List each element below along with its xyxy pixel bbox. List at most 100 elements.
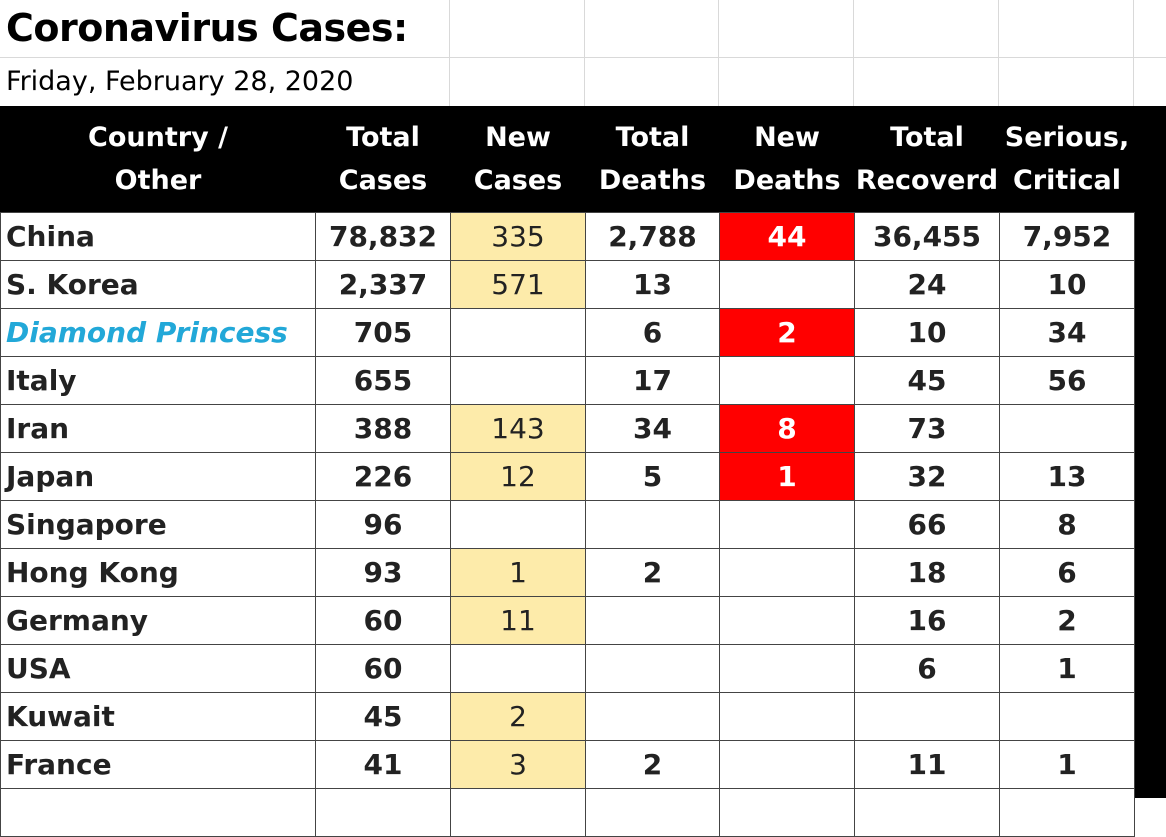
country-cell[interactable]: Germany (0, 596, 316, 645)
serious-critical-cell[interactable]: 34 (999, 308, 1135, 357)
new-cases-cell[interactable]: 1 (450, 548, 586, 597)
new-deaths-cell[interactable] (719, 644, 855, 693)
total-cases-cell[interactable]: 41 (315, 740, 451, 789)
total-recovered-cell[interactable]: 6 (854, 644, 1000, 693)
total-recovered-cell[interactable]: 45 (854, 356, 1000, 405)
total-deaths-cell[interactable]: 13 (585, 260, 720, 309)
new-cases-cell[interactable] (450, 356, 586, 405)
serious-critical-cell[interactable] (999, 788, 1135, 837)
new-deaths-cell[interactable] (719, 356, 855, 405)
new-cases-cell[interactable]: 12 (450, 452, 586, 501)
country-cell[interactable]: S. Korea (0, 260, 316, 309)
total-cases-cell[interactable]: 60 (315, 596, 451, 645)
new-deaths-cell[interactable] (719, 740, 855, 789)
header-new-deaths[interactable]: New Deaths (719, 106, 855, 213)
new-deaths-cell[interactable]: 1 (719, 452, 855, 501)
new-cases-cell[interactable] (450, 644, 586, 693)
serious-critical-cell[interactable]: 7,952 (999, 212, 1135, 261)
table-row: Kuwait 45 2 (0, 692, 1135, 741)
serious-critical-cell[interactable]: 56 (999, 356, 1135, 405)
total-cases-cell[interactable]: 78,832 (315, 212, 451, 261)
new-deaths-cell[interactable] (719, 548, 855, 597)
total-recovered-cell[interactable]: 10 (854, 308, 1000, 357)
country-cell[interactable] (0, 788, 316, 837)
total-cases-cell[interactable]: 45 (315, 692, 451, 741)
new-deaths-cell[interactable] (719, 788, 855, 837)
total-deaths-cell[interactable]: 2 (585, 740, 720, 789)
header-total-recovered[interactable]: Total Recoverd (854, 106, 1000, 213)
new-cases-cell[interactable]: 143 (450, 404, 586, 453)
serious-critical-cell[interactable]: 1 (999, 644, 1135, 693)
total-deaths-cell[interactable]: 2,788 (585, 212, 720, 261)
new-cases-cell[interactable]: 571 (450, 260, 586, 309)
total-deaths-cell[interactable] (585, 692, 720, 741)
serious-critical-cell[interactable]: 8 (999, 500, 1135, 549)
serious-critical-cell[interactable]: 10 (999, 260, 1135, 309)
new-cases-cell[interactable]: 2 (450, 692, 586, 741)
total-cases-cell[interactable]: 93 (315, 548, 451, 597)
new-deaths-cell[interactable]: 2 (719, 308, 855, 357)
header-total-cases[interactable]: Total Cases (315, 106, 451, 213)
total-recovered-cell[interactable] (854, 788, 1000, 837)
header-total-deaths[interactable]: Total Deaths (585, 106, 720, 213)
total-cases-cell[interactable]: 2,337 (315, 260, 451, 309)
total-deaths-cell[interactable]: 6 (585, 308, 720, 357)
country-cell[interactable]: France (0, 740, 316, 789)
total-recovered-cell[interactable]: 32 (854, 452, 1000, 501)
country-cell[interactable]: China (0, 212, 316, 261)
header-serious-critical[interactable]: Serious, Critical (999, 106, 1135, 213)
total-recovered-cell[interactable]: 36,455 (854, 212, 1000, 261)
country-cell[interactable]: Singapore (0, 500, 316, 549)
total-recovered-cell[interactable]: 24 (854, 260, 1000, 309)
serious-critical-cell[interactable]: 13 (999, 452, 1135, 501)
country-cell[interactable]: Diamond Princess (0, 308, 316, 357)
total-recovered-cell[interactable]: 66 (854, 500, 1000, 549)
new-deaths-cell[interactable]: 8 (719, 404, 855, 453)
header-country[interactable]: Country / Other (0, 106, 316, 213)
new-cases-cell[interactable] (450, 308, 586, 357)
total-deaths-cell[interactable] (585, 644, 720, 693)
total-deaths-cell[interactable]: 2 (585, 548, 720, 597)
new-deaths-cell[interactable] (719, 500, 855, 549)
total-cases-cell[interactable] (315, 788, 451, 837)
total-deaths-cell[interactable]: 5 (585, 452, 720, 501)
country-cell[interactable]: Japan (0, 452, 316, 501)
header-new-cases[interactable]: New Cases (450, 106, 586, 213)
new-deaths-cell[interactable] (719, 692, 855, 741)
country-cell[interactable]: Italy (0, 356, 316, 405)
serious-critical-cell[interactable] (999, 404, 1135, 453)
new-cases-cell[interactable]: 11 (450, 596, 586, 645)
total-cases-cell[interactable]: 96 (315, 500, 451, 549)
total-recovered-cell[interactable]: 73 (854, 404, 1000, 453)
total-deaths-cell[interactable] (585, 788, 720, 837)
new-cases-cell[interactable] (450, 500, 586, 549)
total-recovered-cell[interactable]: 18 (854, 548, 1000, 597)
serious-critical-cell[interactable]: 2 (999, 596, 1135, 645)
total-recovered-cell[interactable]: 11 (854, 740, 1000, 789)
new-deaths-cell[interactable]: 44 (719, 212, 855, 261)
total-cases-cell[interactable]: 705 (315, 308, 451, 357)
total-deaths-cell[interactable]: 34 (585, 404, 720, 453)
serious-critical-cell[interactable]: 1 (999, 740, 1135, 789)
total-deaths-cell[interactable]: 17 (585, 356, 720, 405)
serious-critical-cell[interactable]: 6 (999, 548, 1135, 597)
total-deaths-cell[interactable] (585, 500, 720, 549)
new-deaths-cell[interactable] (719, 596, 855, 645)
country-cell[interactable]: Kuwait (0, 692, 316, 741)
total-deaths-cell[interactable] (585, 596, 720, 645)
total-recovered-cell[interactable] (854, 692, 1000, 741)
serious-critical-cell[interactable] (999, 692, 1135, 741)
total-cases-cell[interactable]: 226 (315, 452, 451, 501)
new-cases-cell[interactable] (450, 788, 586, 837)
new-cases-cell[interactable]: 335 (450, 212, 586, 261)
total-recovered-cell[interactable]: 16 (854, 596, 1000, 645)
total-cases-cell[interactable]: 60 (315, 644, 451, 693)
country-cell[interactable]: Hong Kong (0, 548, 316, 597)
new-cases-cell[interactable]: 3 (450, 740, 586, 789)
gridline (449, 0, 450, 106)
total-cases-cell[interactable]: 388 (315, 404, 451, 453)
country-cell[interactable]: USA (0, 644, 316, 693)
total-cases-cell[interactable]: 655 (315, 356, 451, 405)
new-deaths-cell[interactable] (719, 260, 855, 309)
country-cell[interactable]: Iran (0, 404, 316, 453)
